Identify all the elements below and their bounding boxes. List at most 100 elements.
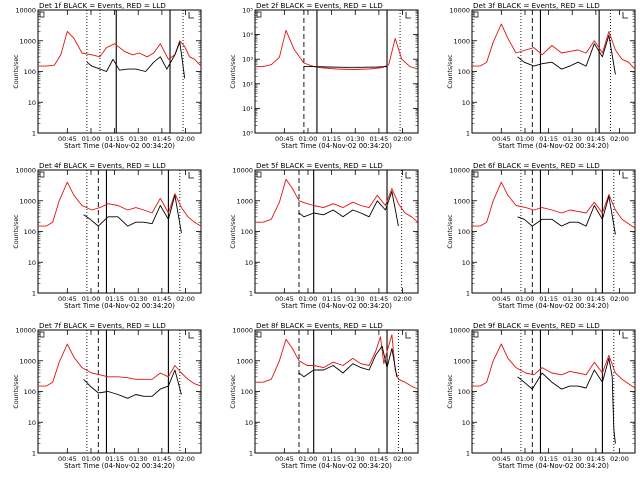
start-marker-icon xyxy=(256,11,262,18)
x-tick-label: 02:00 xyxy=(393,455,412,463)
x-tick-label: 00:45 xyxy=(492,295,511,303)
y-tick-label: 10 xyxy=(28,99,36,107)
y-tick-label: 10⁴ xyxy=(242,31,253,39)
events-series-line xyxy=(298,191,399,227)
chart-panel: Det 4f BLACK = Events, RED = LLD 1 10 100 10… xyxy=(13,161,202,310)
y-tick-label: 10 xyxy=(28,259,36,267)
x-axis-label: Start Time (04-Nov-02 00:34:20) xyxy=(498,462,609,470)
start-marker-icon xyxy=(39,11,45,18)
x-tick-label: 01:45 xyxy=(153,135,172,143)
events-series-line xyxy=(517,195,616,235)
x-tick-label: 01:45 xyxy=(370,135,389,143)
x-axis-label: Start Time (04-Nov-02 00:34:20) xyxy=(281,302,392,310)
y-tick-label: 1000 xyxy=(236,357,253,365)
x-tick-label: 01:15 xyxy=(539,455,558,463)
start-marker-icon xyxy=(256,171,262,178)
y-tick-label: 10000 xyxy=(449,327,470,335)
chart-title: Det 7f BLACK = Events, RED = LLD xyxy=(39,321,166,330)
y-tick-label: 1000 xyxy=(236,197,253,205)
x-tick-label: 01:45 xyxy=(587,135,606,143)
events-series-line xyxy=(83,369,182,399)
y-tick-label: 10⁵ xyxy=(242,7,253,15)
y-tick-label: 10000 xyxy=(449,7,470,15)
chart-title: Det 3f BLACK = Events, RED = LLD xyxy=(473,1,600,10)
x-tick-label: 00:45 xyxy=(492,135,511,143)
y-tick-label: 1000 xyxy=(19,357,36,365)
y-tick-label: 10000 xyxy=(15,7,36,15)
plot-frame xyxy=(471,169,636,294)
lld-series-line xyxy=(472,23,636,70)
x-tick-label: 01:45 xyxy=(587,455,606,463)
x-tick-label: 01:00 xyxy=(516,455,535,463)
end-marker-icon xyxy=(622,332,628,339)
chart-panel: Det 5f BLACK = Events, RED = LLD 1 10 100 10… xyxy=(230,161,419,310)
x-tick-label: 01:45 xyxy=(153,295,172,303)
y-tick-label: 10000 xyxy=(15,167,36,175)
y-axis-label: Counts/sec xyxy=(230,54,237,89)
y-axis-label: Counts/sec xyxy=(13,214,20,249)
lld-series-line xyxy=(472,181,636,229)
x-tick-label: 00:45 xyxy=(58,455,77,463)
chart-title: Det 4f BLACK = Events, RED = LLD xyxy=(39,161,166,170)
x-tick-label: 00:45 xyxy=(58,295,77,303)
y-tick-label: 100 xyxy=(458,68,470,76)
plot-frame xyxy=(37,169,202,294)
y-tick-label: 100 xyxy=(24,68,36,76)
chart-panel: Det 3f BLACK = Events, RED = LLD 1 10 100 10… xyxy=(447,1,636,150)
y-axis-label: Counts/sec xyxy=(447,54,454,89)
y-tick-label: 1000 xyxy=(453,357,470,365)
end-marker-icon xyxy=(405,172,411,179)
chart-panel: Det 1f BLACK = Events, RED = LLD 1 10 100 10… xyxy=(13,1,202,150)
events-series-line xyxy=(517,357,616,444)
x-tick-label: 01:00 xyxy=(299,135,318,143)
events-series-line xyxy=(86,41,186,79)
y-tick-label: 10⁰ xyxy=(242,130,253,138)
x-tick-label: 01:30 xyxy=(346,135,365,143)
chart-title: Det 2f BLACK = Events, RED = LLD xyxy=(256,1,383,10)
x-axis-label: Start Time (04-Nov-02 00:34:20) xyxy=(281,462,392,470)
y-tick-label: 1 xyxy=(466,290,470,298)
y-tick-label: 1000 xyxy=(453,37,470,45)
x-tick-label: 01:15 xyxy=(322,295,341,303)
y-tick-label: 1 xyxy=(32,450,36,458)
lld-series-line xyxy=(255,178,419,223)
x-tick-label: 02:00 xyxy=(393,295,412,303)
x-tick-label: 01:30 xyxy=(346,295,365,303)
end-marker-icon xyxy=(188,172,194,179)
x-tick-label: 01:30 xyxy=(129,455,148,463)
y-tick-label: 1 xyxy=(249,290,253,298)
start-marker-icon xyxy=(473,11,479,18)
y-tick-label: 100 xyxy=(241,388,253,396)
end-marker-icon xyxy=(405,12,411,19)
y-tick-label: 10 xyxy=(462,259,470,267)
x-tick-label: 01:00 xyxy=(82,295,101,303)
y-tick-label: 10 xyxy=(462,419,470,427)
x-tick-label: 02:00 xyxy=(393,135,412,143)
chart-panel: Det 2f BLACK = Events, RED = LLD 10⁰ 10¹ 10… xyxy=(230,1,419,150)
y-tick-label: 1000 xyxy=(19,197,36,205)
y-tick-label: 1 xyxy=(32,130,36,138)
x-tick-label: 01:15 xyxy=(105,135,124,143)
y-tick-label: 10000 xyxy=(15,327,36,335)
start-marker-icon xyxy=(473,171,479,178)
chart-panel: Det 6f BLACK = Events, RED = LLD 1 10 100 10… xyxy=(447,161,636,310)
x-tick-label: 01:15 xyxy=(539,295,558,303)
x-axis-label: Start Time (04-Nov-02 00:34:20) xyxy=(281,142,392,150)
x-tick-label: 01:30 xyxy=(129,135,148,143)
x-tick-label: 00:45 xyxy=(492,455,511,463)
y-tick-label: 10 xyxy=(462,99,470,107)
x-tick-label: 02:00 xyxy=(610,295,629,303)
lld-series-line xyxy=(38,181,202,227)
end-marker-icon xyxy=(622,172,628,179)
x-tick-label: 02:00 xyxy=(610,135,629,143)
x-tick-label: 01:30 xyxy=(129,295,148,303)
x-tick-label: 01:00 xyxy=(82,135,101,143)
events-series-line xyxy=(83,194,182,233)
end-marker-icon xyxy=(188,12,194,19)
y-axis-label: Counts/sec xyxy=(230,374,237,409)
x-tick-label: 01:15 xyxy=(539,135,558,143)
y-tick-label: 100 xyxy=(241,228,253,236)
y-tick-label: 10000 xyxy=(232,327,253,335)
x-tick-label: 01:45 xyxy=(153,455,172,463)
y-tick-label: 1 xyxy=(466,130,470,138)
